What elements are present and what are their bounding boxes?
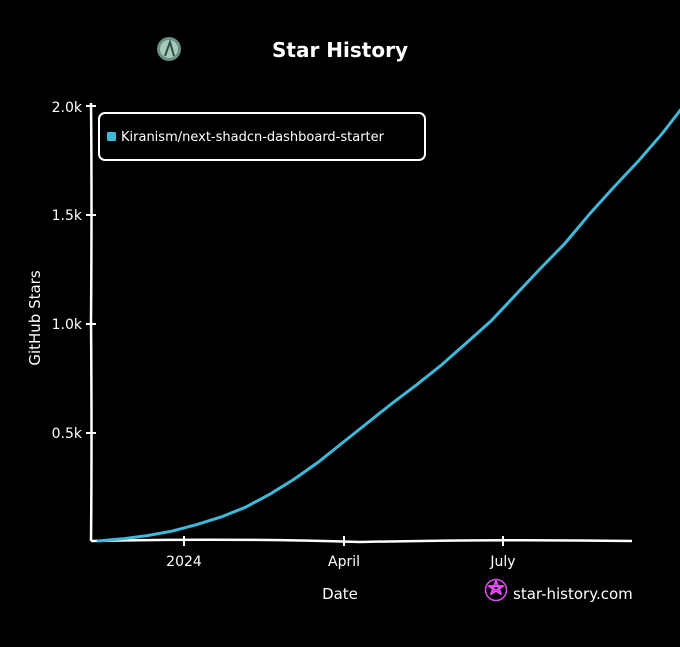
y-axis xyxy=(89,102,93,542)
series-line xyxy=(96,108,680,543)
legend: Kiranism/next-shadcn-dashboard-starter xyxy=(98,112,426,161)
legend-label: Kiranism/next-shadcn-dashboard-starter xyxy=(121,130,385,145)
legend-swatch xyxy=(107,132,116,141)
brand-link[interactable]: star-history.com xyxy=(513,585,633,603)
y-axis-label: GitHub Stars xyxy=(26,270,44,366)
x-tick-label: April xyxy=(328,554,360,570)
y-tick-label: 0.5k xyxy=(52,426,83,442)
repo-avatar[interactable] xyxy=(157,37,181,61)
y-tick-label: 1.0k xyxy=(52,317,83,333)
x-tick-label: July xyxy=(489,554,515,570)
x-axis xyxy=(90,538,633,544)
chart-title: Star History xyxy=(272,38,408,62)
star-history-logo[interactable]: star-history.com xyxy=(484,578,633,604)
y-tick-label: 1.5k xyxy=(52,208,83,224)
x-axis-label: Date xyxy=(322,585,358,603)
x-tick-label: 2024 xyxy=(166,554,202,570)
y-tick-label: 2.0k xyxy=(52,100,83,116)
star-icon xyxy=(484,578,508,602)
